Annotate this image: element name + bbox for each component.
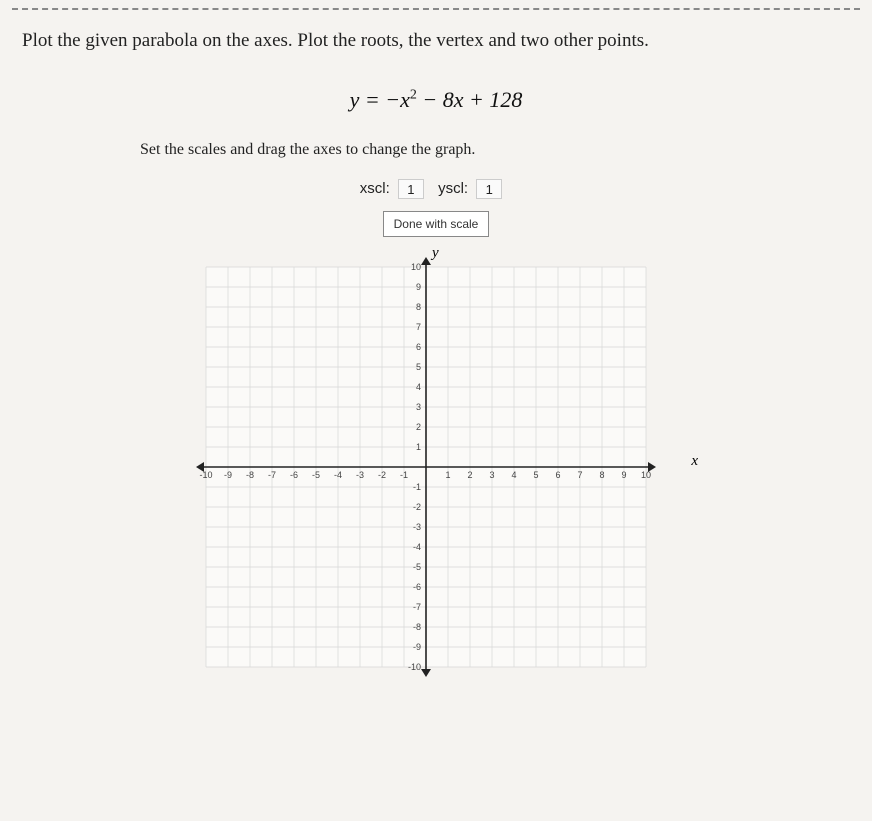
svg-text:-1: -1 bbox=[413, 482, 421, 492]
equation-eq: = bbox=[359, 87, 385, 112]
svg-text:9: 9 bbox=[621, 470, 626, 480]
svg-text:2: 2 bbox=[467, 470, 472, 480]
svg-text:-9: -9 bbox=[413, 642, 421, 652]
x-axis-label: x bbox=[691, 453, 698, 470]
y-axis-label: y bbox=[432, 245, 439, 262]
svg-text:1: 1 bbox=[445, 470, 450, 480]
svg-text:6: 6 bbox=[416, 342, 421, 352]
svg-text:1: 1 bbox=[416, 442, 421, 452]
svg-text:-5: -5 bbox=[312, 470, 320, 480]
graph-container[interactable]: y x -10-9-8-7-6-5-4-3-2-112345678910-10-… bbox=[186, 247, 686, 687]
svg-text:-8: -8 bbox=[246, 470, 254, 480]
svg-text:-7: -7 bbox=[413, 602, 421, 612]
equation-rhs-a: −x bbox=[385, 87, 410, 112]
svg-text:-3: -3 bbox=[356, 470, 364, 480]
svg-text:-6: -6 bbox=[413, 582, 421, 592]
equation-exponent: 2 bbox=[410, 87, 417, 102]
svg-text:3: 3 bbox=[416, 402, 421, 412]
equation: y = −x2 − 8x + 128 bbox=[0, 87, 872, 113]
equation-lhs: y bbox=[350, 87, 360, 112]
svg-text:-4: -4 bbox=[413, 542, 421, 552]
svg-text:2: 2 bbox=[416, 422, 421, 432]
xscl-label: xscl: bbox=[360, 180, 390, 197]
coordinate-grid[interactable]: -10 -9 -8 -7 -6 -5 -4 -3 -2 -1 1 2 3 4 5 6 7 8 9 10 -10 -9 -8 -… bbox=[186, 247, 666, 687]
svg-text:-6: -6 bbox=[290, 470, 298, 480]
svg-text:-8: -8 bbox=[413, 622, 421, 632]
equation-rhs-b: − 8x + 128 bbox=[417, 87, 522, 112]
main-instruction: Plot the given parabola on the axes. Plo… bbox=[0, 10, 872, 63]
svg-text:10: 10 bbox=[411, 262, 421, 272]
svg-text:7: 7 bbox=[577, 470, 582, 480]
svg-text:-10: -10 bbox=[408, 662, 421, 672]
svg-text:-3: -3 bbox=[413, 522, 421, 532]
svg-text:8: 8 bbox=[599, 470, 604, 480]
svg-text:-10: -10 bbox=[199, 470, 212, 480]
svg-text:-9: -9 bbox=[224, 470, 232, 480]
svg-text:-7: -7 bbox=[268, 470, 276, 480]
sub-instruction: Set the scales and drag the axes to chan… bbox=[0, 141, 872, 159]
svg-text:10: 10 bbox=[641, 470, 651, 480]
svg-text:4: 4 bbox=[416, 382, 421, 392]
yscl-input[interactable]: 1 bbox=[476, 179, 502, 199]
svg-text:3: 3 bbox=[489, 470, 494, 480]
done-with-scale-button[interactable]: Done with scale bbox=[383, 211, 490, 237]
svg-text:-2: -2 bbox=[413, 502, 421, 512]
svg-text:7: 7 bbox=[416, 322, 421, 332]
svg-text:-2: -2 bbox=[378, 470, 386, 480]
svg-text:9: 9 bbox=[416, 282, 421, 292]
scale-controls: xscl: 1 yscl: 1 bbox=[0, 179, 872, 199]
svg-text:5: 5 bbox=[416, 362, 421, 372]
svg-text:-5: -5 bbox=[413, 562, 421, 572]
svg-text:5: 5 bbox=[533, 470, 538, 480]
svg-text:6: 6 bbox=[555, 470, 560, 480]
svg-text:-1: -1 bbox=[400, 470, 408, 480]
svg-text:4: 4 bbox=[511, 470, 516, 480]
svg-text:8: 8 bbox=[416, 302, 421, 312]
xscl-input[interactable]: 1 bbox=[398, 179, 424, 199]
yscl-label: yscl: bbox=[438, 180, 468, 197]
svg-text:-4: -4 bbox=[334, 470, 342, 480]
